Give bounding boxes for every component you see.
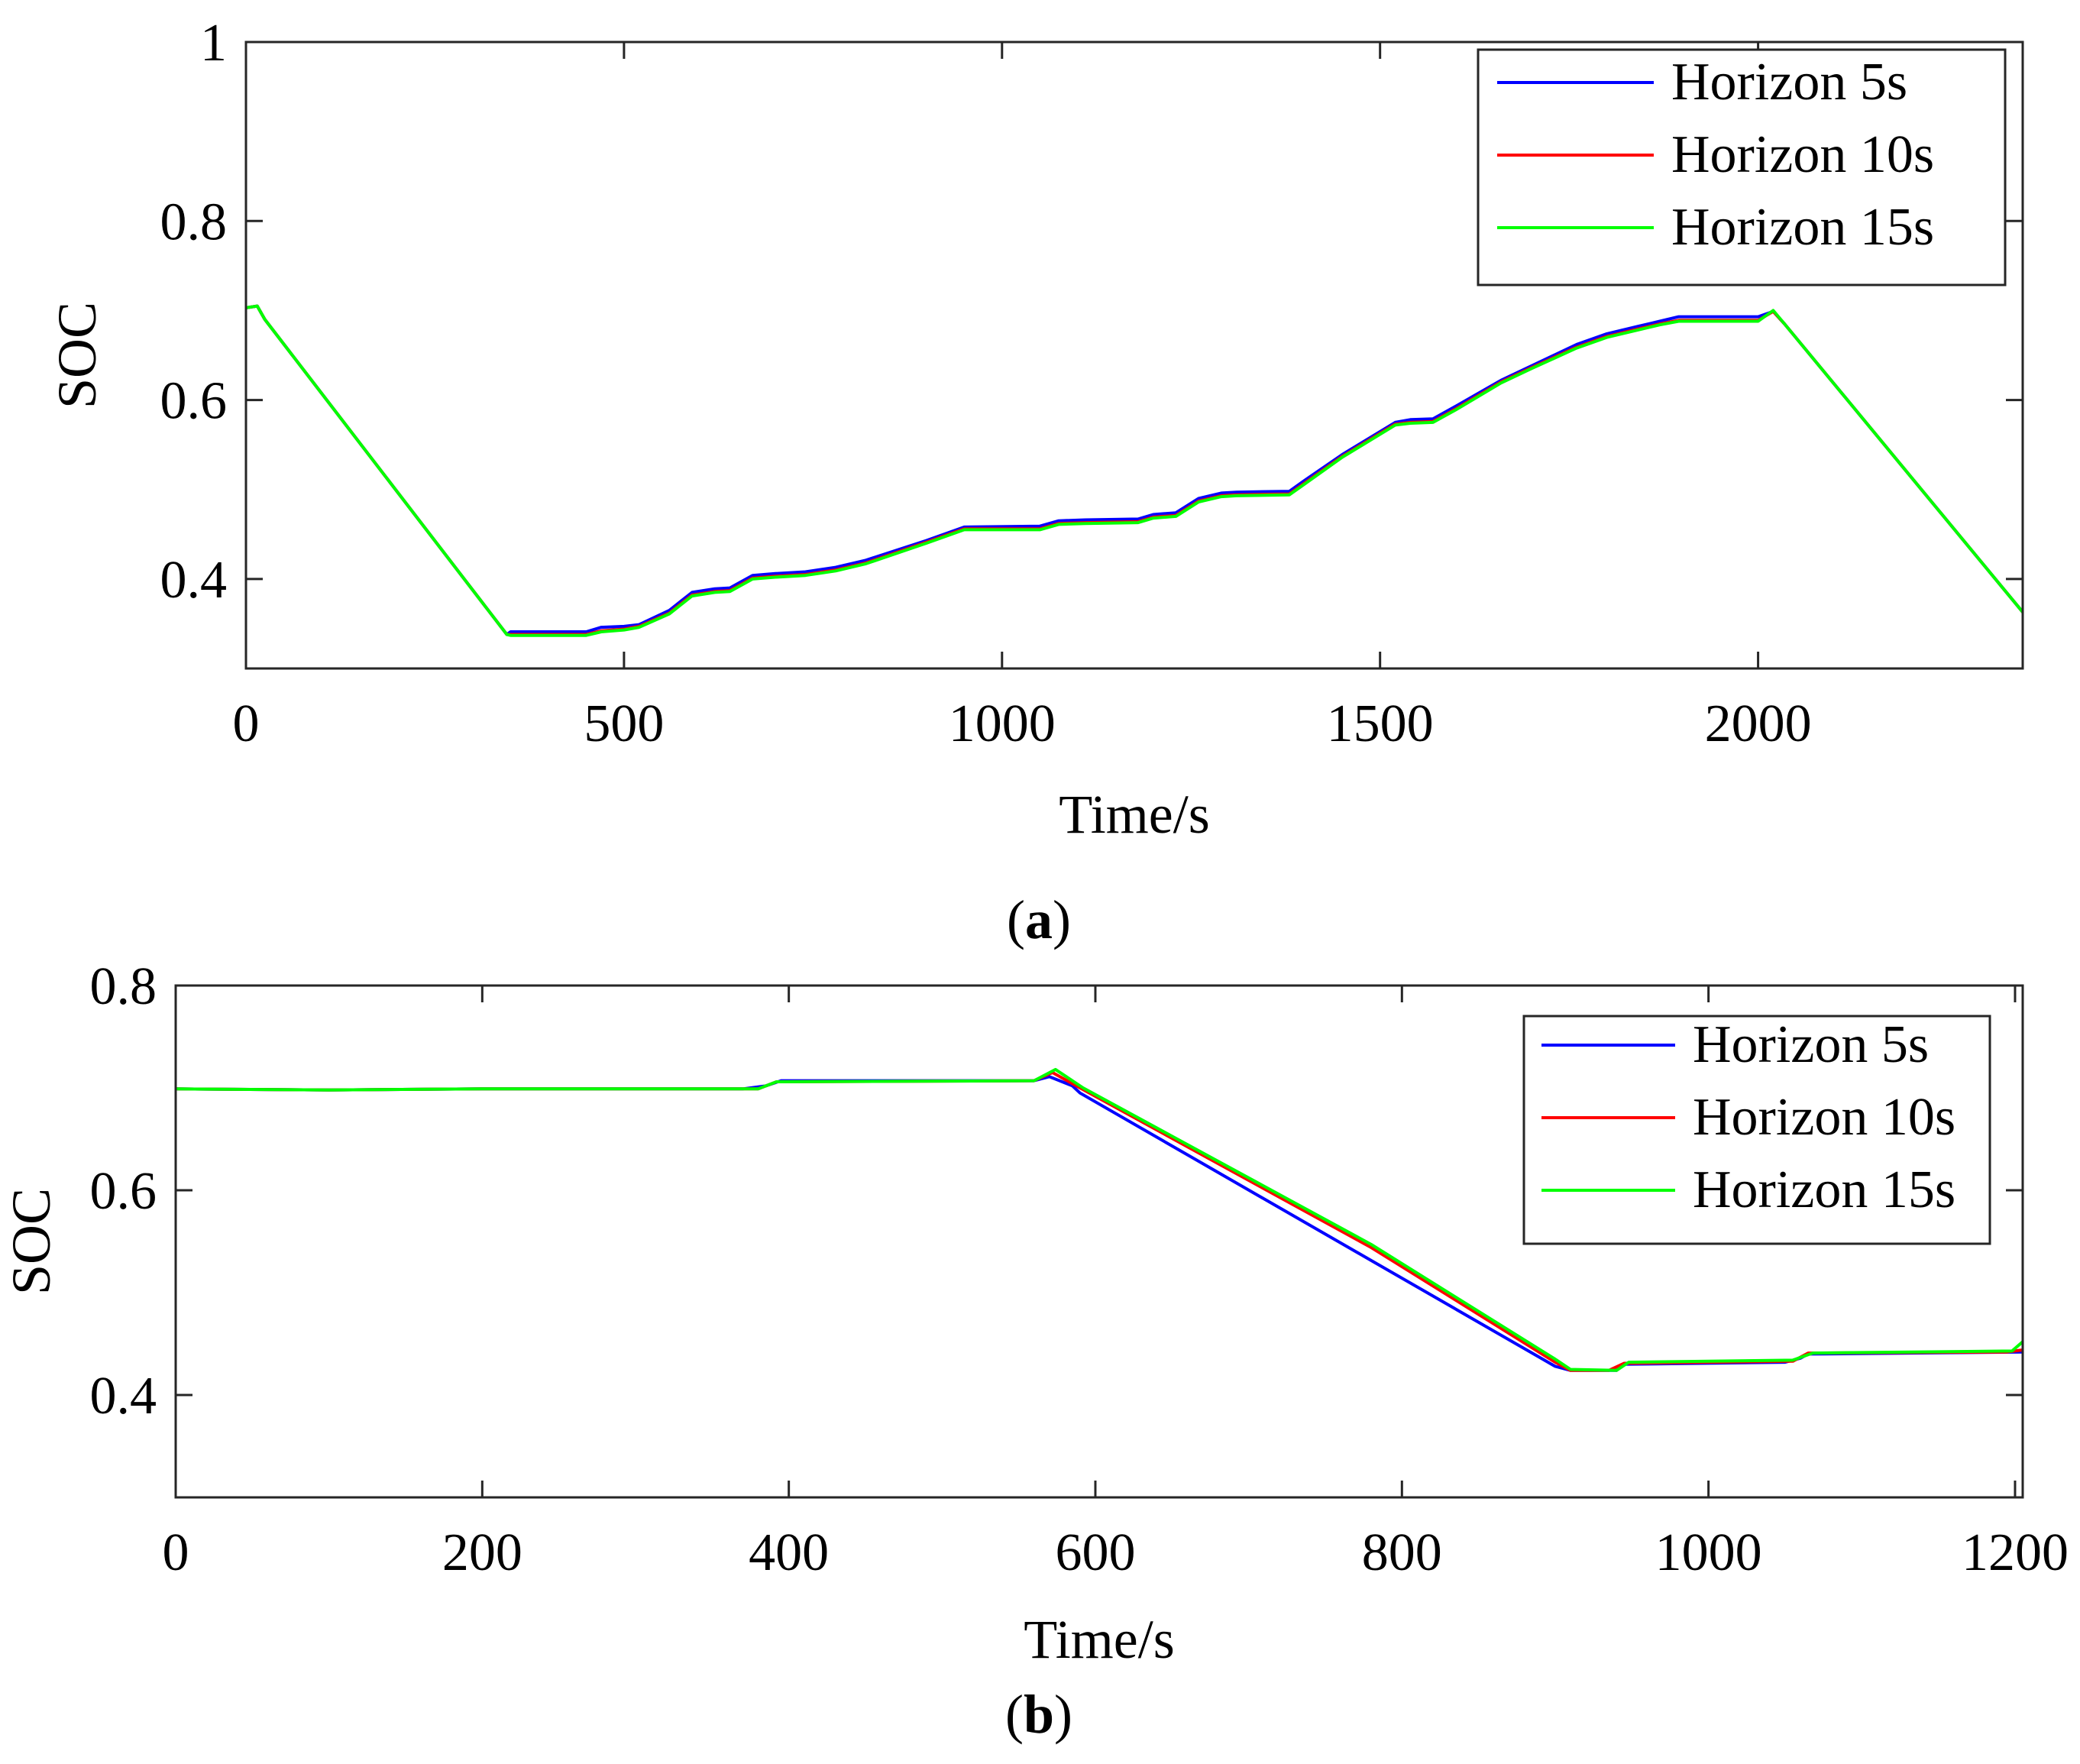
panel-a-x-tick-label: 0 (233, 694, 260, 753)
panel-a-y-tick-label: 0.6 (160, 372, 228, 431)
panel-b-y-tick-label: 0.6 (90, 1162, 157, 1221)
panel-a-caption-letter: a (1025, 889, 1053, 950)
panel-b-caption-open: ( (1005, 1684, 1024, 1745)
panel-a-caption: (a) (1007, 889, 1071, 950)
panel-b-x-tick-label: 1200 (1962, 1523, 2069, 1582)
panel-b-ticks: 0 200 400 600 800 1000 1200 0.4 0.6 0.8 (90, 957, 2069, 1582)
panel-b-x-tick-label: 0 (163, 1523, 189, 1582)
panel-a-x-tick-label: 2000 (1705, 694, 1812, 753)
panel-a-chart: 0 500 1000 1500 2000 0.4 0.6 0.8 1 Time/s SOC Ho… (47, 14, 2024, 950)
panel-a-x-axis-label: Time/s (1059, 784, 1209, 845)
panel-b-y-tick-label: 0.8 (90, 957, 157, 1016)
panel-a-x-tick-label: 500 (584, 694, 664, 753)
panel-b-y-axis-label: SOC (1, 1188, 62, 1295)
panel-b-legend: Horizon 5s Horizon 10s Horizon 15s (1522, 1015, 1991, 1245)
panel-b-legend-label-horizon-15s: Horizon 15s (1693, 1160, 1955, 1219)
panel-b-caption: (b) (1005, 1684, 1072, 1745)
panel-a-y-tick-label: 1 (200, 14, 227, 73)
panel-a-y-axis-label: SOC (47, 302, 108, 409)
panel-a-ticks: 0 500 1000 1500 2000 0.4 0.6 0.8 1 (160, 14, 2023, 753)
panel-b-caption-close: ) (1054, 1684, 1072, 1745)
panel-b-chart: 0 200 400 600 800 1000 1200 0.4 0.6 0.8 Time/s SO… (1, 957, 2069, 1745)
panel-a-caption-close: ) (1053, 889, 1071, 950)
panel-a-x-tick-label: 1500 (1327, 694, 1434, 753)
panel-a-series-line-horizon-15s (245, 304, 2024, 637)
panel-b-series-line-horizon-15s (175, 1067, 2024, 1372)
panel-b-y-tick-label: 0.4 (90, 1367, 157, 1426)
panel-b-x-tick-label: 800 (1362, 1523, 1442, 1582)
panel-a-x-tick-label: 1000 (949, 694, 1056, 753)
panel-b-plot-frame (174, 984, 2024, 1499)
panel-b-legend-label-horizon-5s: Horizon 5s (1693, 1015, 1929, 1074)
panel-a-series-lines (245, 304, 2024, 637)
panel-a-y-tick-label: 0.8 (160, 193, 228, 251)
panel-b-legend-box (1522, 1015, 1991, 1245)
panel-a-legend-label-horizon-5s: Horizon 5s (1671, 53, 1907, 112)
panel-a-y-tick-label: 0.4 (160, 551, 228, 610)
panel-a-plot-frame (244, 40, 2024, 670)
panel-b-legend-label-horizon-10s: Horizon 10s (1693, 1088, 1955, 1147)
panel-b-x-axis-label: Time/s (1024, 1609, 1174, 1670)
panel-b-x-tick-label: 200 (442, 1523, 522, 1582)
panel-b-x-tick-label: 600 (1055, 1523, 1135, 1582)
panel-b-series-lines (175, 1067, 2024, 1372)
panel-a-legend-label-horizon-15s: Horizon 15s (1671, 198, 1934, 257)
panel-b-caption-letter: b (1024, 1684, 1054, 1745)
panel-a-series-line-horizon-10s (245, 304, 2024, 636)
panel-a-series-line-horizon-5s (245, 304, 2024, 636)
panel-a-caption-open: ( (1007, 889, 1025, 950)
panel-a-legend-label-horizon-10s: Horizon 10s (1671, 125, 1934, 184)
panel-b-x-tick-label: 1000 (1655, 1523, 1762, 1582)
panel-a-legend: Horizon 5s Horizon 10s Horizon 15s (1477, 48, 2007, 286)
panel-a-legend-box (1477, 48, 2007, 286)
panel-b-x-tick-label: 400 (749, 1523, 829, 1582)
